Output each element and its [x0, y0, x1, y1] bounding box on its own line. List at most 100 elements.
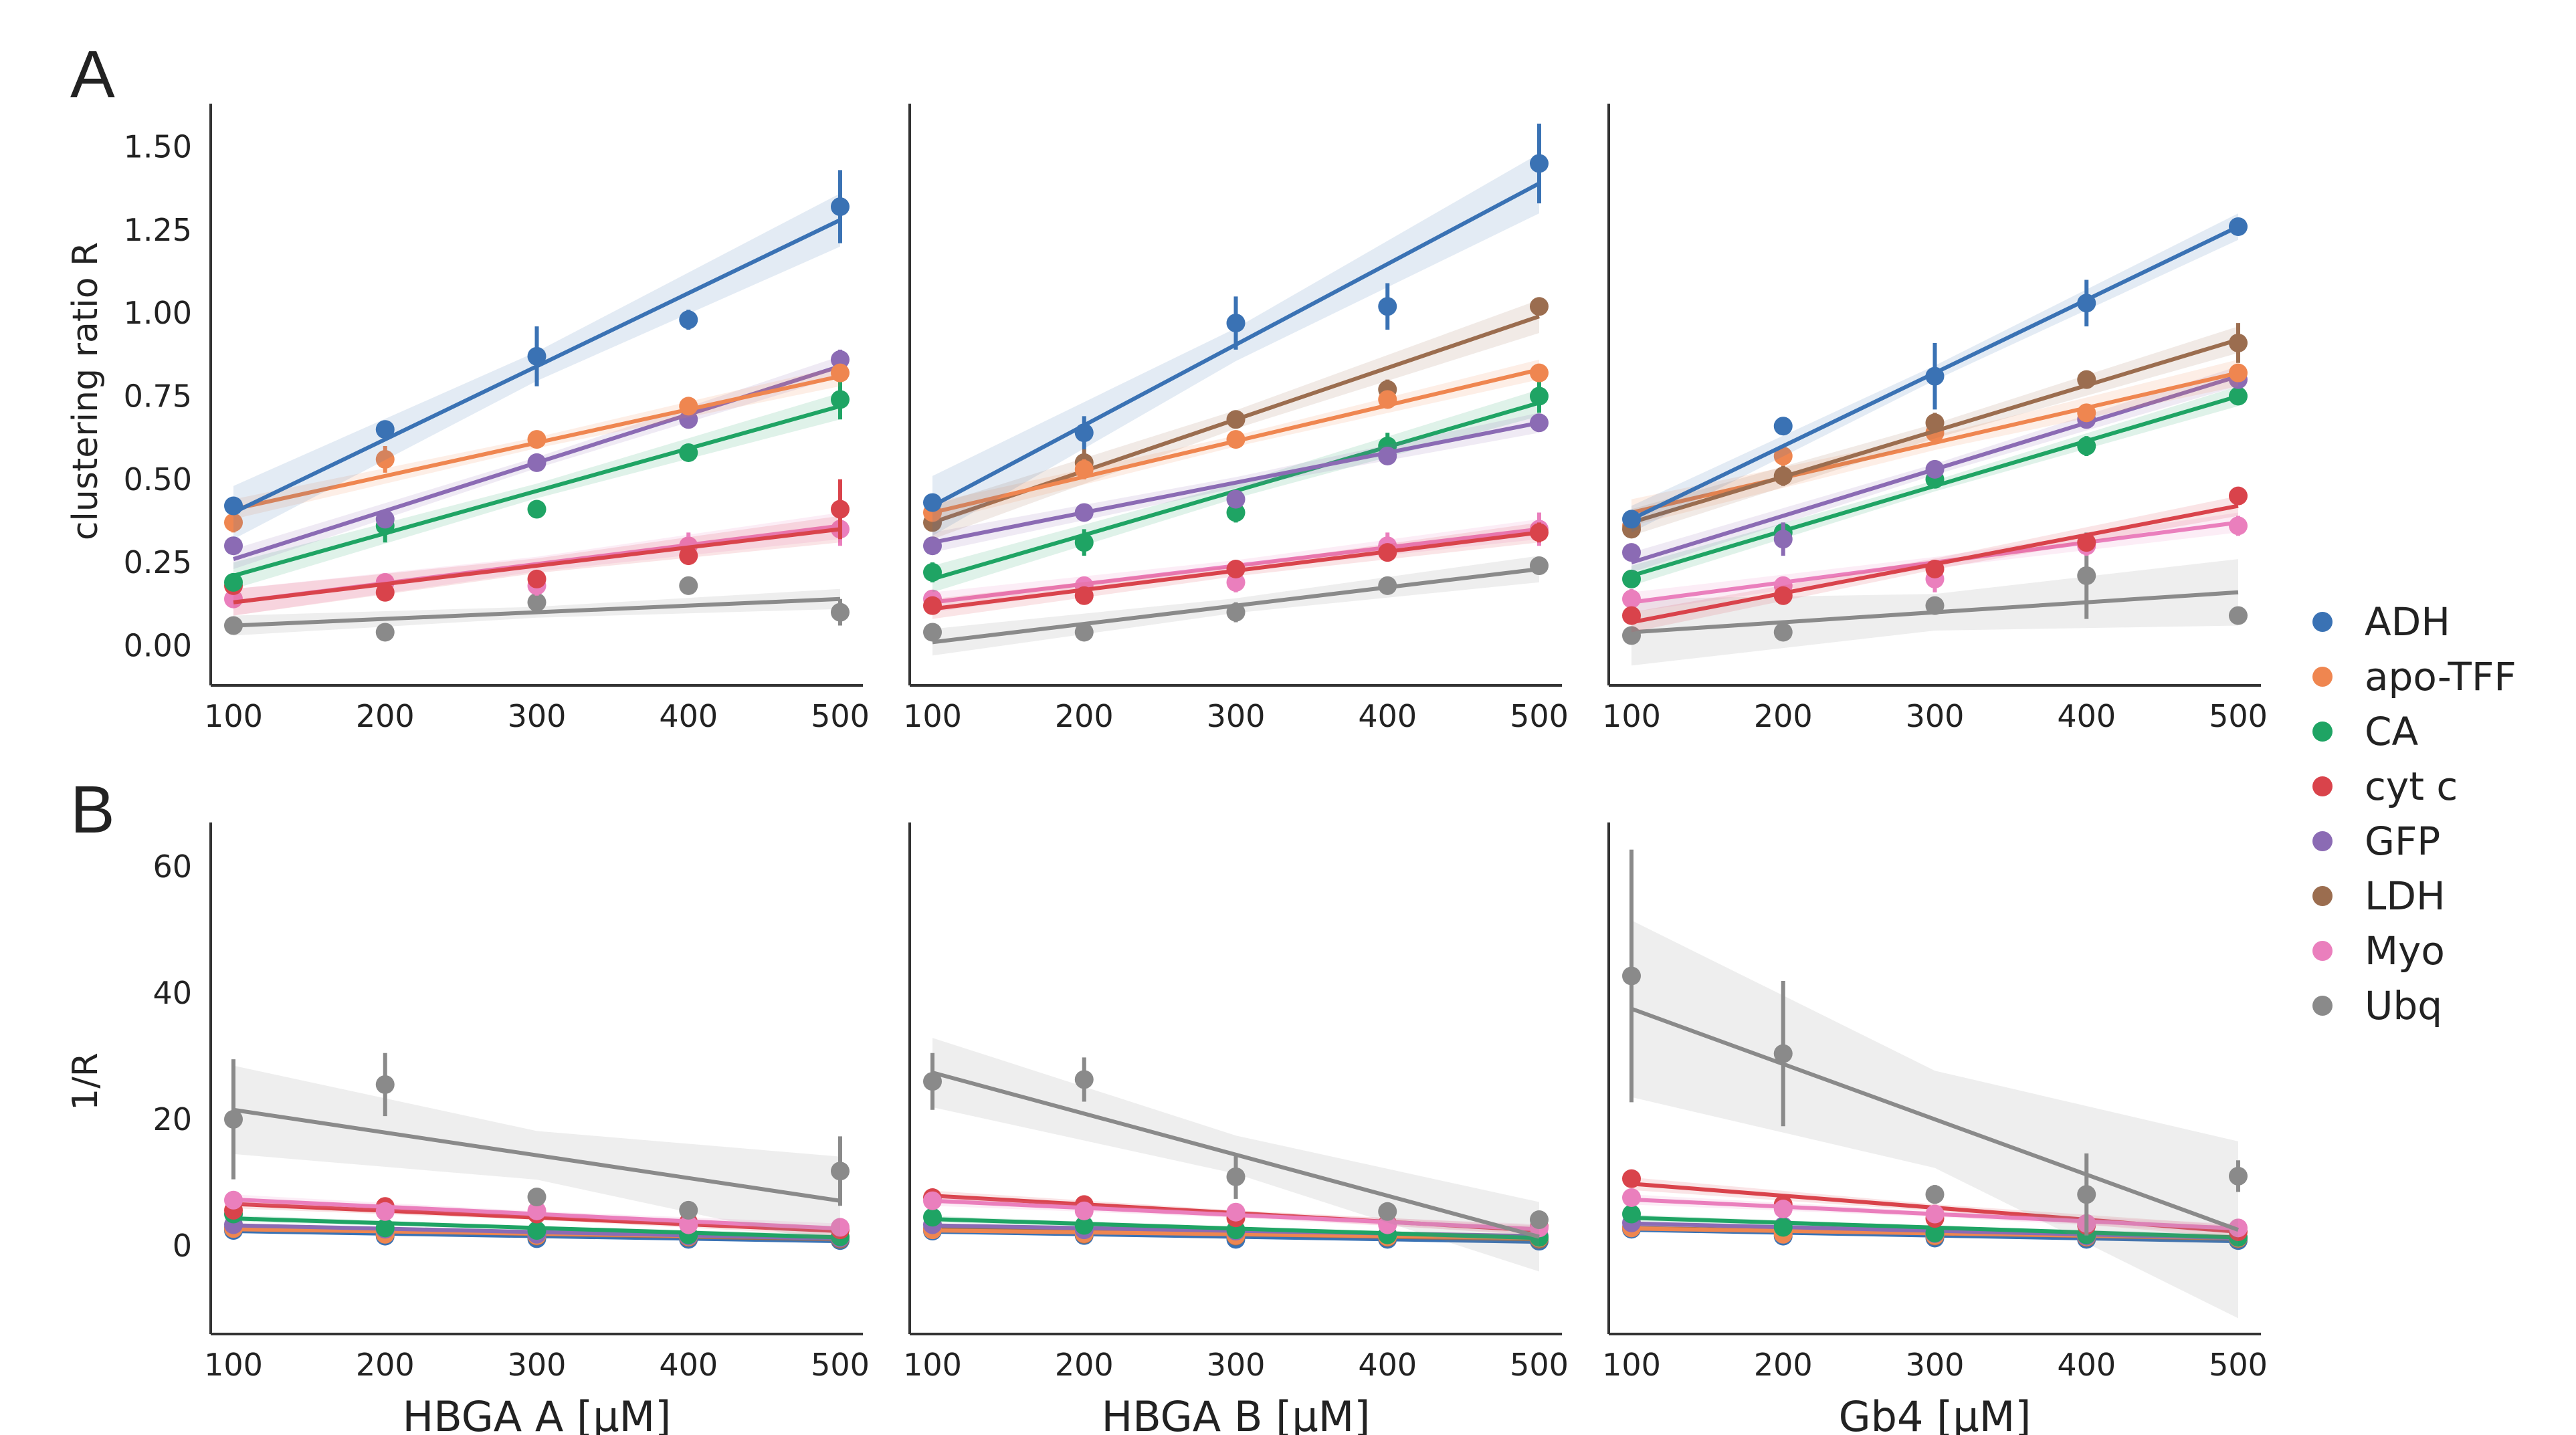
data-point: [1074, 533, 1094, 552]
data-point: [1925, 1185, 1945, 1204]
data-point: [2228, 486, 2248, 506]
data-point: [2077, 437, 2096, 456]
data-point: [1622, 626, 1642, 645]
regression-line: [233, 1107, 841, 1203]
x-tick-label: 500: [2209, 1347, 2268, 1383]
x-tick-label: 100: [903, 698, 962, 734]
series-ca: [224, 379, 850, 592]
data-point: [1925, 560, 1945, 578]
series-cyt-c: [224, 479, 850, 616]
y-tick-label: 0: [173, 1228, 192, 1264]
data-point: [2077, 294, 2096, 313]
x-tick-label: 100: [1602, 698, 1661, 734]
x-tick-label: 300: [1906, 1347, 1965, 1383]
data-point: [1529, 297, 1549, 316]
x-tick-label: 300: [1207, 1347, 1266, 1383]
data-point: [1226, 314, 1246, 333]
data-point: [830, 1162, 850, 1181]
x-tick-label: 200: [356, 698, 415, 734]
data-point: [1925, 1204, 1945, 1224]
data-point: [527, 453, 547, 472]
data-point: [923, 1208, 943, 1227]
series-gfp: [923, 413, 1549, 556]
data-point: [679, 397, 698, 416]
y-tick-label: 0.50: [124, 461, 192, 498]
data-point: [2077, 403, 2096, 423]
data-point: [1773, 1200, 1793, 1218]
x-axis-label: Gb4 [μM]: [1839, 1392, 2032, 1435]
panel-a1: 100 200 300 400 500 0.00 0.25 0.50 0.75 1.00 1.25 1…: [66, 104, 870, 734]
series-ldh: [1622, 323, 2248, 539]
data-point: [1622, 510, 1642, 529]
regression-line: [233, 596, 841, 628]
legend-marker: [2312, 776, 2333, 796]
data-point: [1925, 459, 1945, 479]
x-tick-label: 500: [811, 698, 870, 734]
data-point: [527, 592, 547, 612]
data-point: [527, 346, 547, 366]
data-point: [224, 513, 243, 532]
data-point: [224, 1109, 243, 1129]
data-point: [2077, 370, 2096, 389]
panel-letter-b: B: [70, 772, 115, 847]
data-point: [1378, 576, 1397, 595]
data-point: [1074, 623, 1094, 642]
data-point: [1226, 489, 1246, 509]
x-tick-label: 400: [1358, 1347, 1417, 1383]
x-tick-label: 100: [204, 1347, 263, 1383]
legend-label: Ubq: [2365, 983, 2442, 1028]
legend-label: LDH: [2365, 873, 2446, 919]
data-point: [830, 1218, 850, 1237]
legend: ADH apo-TFF CA cyt c GFP LDH Myo Ubq: [2312, 599, 2516, 1028]
data-point: [923, 1072, 943, 1091]
data-point: [830, 197, 850, 217]
data-point: [1529, 523, 1549, 542]
legend-label: ADH: [2365, 599, 2450, 645]
data-point: [923, 596, 943, 615]
y-tick-label: 40: [153, 975, 192, 1011]
data-point: [2228, 516, 2248, 536]
x-tick-label: 100: [903, 1347, 962, 1383]
series-ubq: [1622, 532, 2248, 666]
data-point: [923, 1191, 943, 1210]
legend-marker: [2312, 722, 2333, 742]
data-point: [1378, 446, 1397, 465]
data-point: [1226, 410, 1246, 429]
y-axis-label: 1/R: [66, 1053, 106, 1111]
panel-a3: 100 200 300 400 500: [1602, 104, 2268, 734]
data-point: [224, 572, 243, 592]
legend-marker: [2312, 996, 2333, 1016]
data-point: [1529, 413, 1549, 433]
x-tick-label: 300: [508, 698, 567, 734]
regression-line: [233, 404, 841, 578]
legend-label: Myo: [2365, 928, 2445, 974]
y-tick-label: 1.50: [124, 129, 192, 165]
data-point: [679, 1215, 698, 1234]
data-point: [679, 310, 698, 330]
x-tick-label: 300: [1906, 698, 1965, 734]
x-tick-label: 100: [1602, 1347, 1661, 1383]
data-point: [527, 569, 547, 588]
data-point: [923, 536, 943, 556]
legend-marker: [2312, 612, 2333, 632]
data-point: [1529, 387, 1549, 406]
x-tick-label: 400: [659, 698, 718, 734]
data-point: [2077, 1185, 2096, 1204]
data-point: [679, 410, 698, 429]
data-point: [1074, 586, 1094, 605]
x-tick-label: 200: [1754, 698, 1813, 734]
data-point: [923, 562, 943, 582]
y-tick-label: 0.00: [124, 627, 192, 663]
y-axis-label: clustering ratio R: [66, 242, 106, 540]
data-point: [1773, 1218, 1793, 1237]
x-tick-label: 300: [1207, 698, 1266, 734]
panel-b3: 100 200 300 400 500 Gb4 [μM]: [1602, 822, 2268, 1435]
series-apo-tff: [923, 359, 1549, 523]
data-point: [1773, 586, 1793, 605]
data-point: [2077, 533, 2096, 552]
data-point: [527, 500, 547, 519]
series-myo: [224, 1190, 850, 1237]
x-tick-label: 500: [1510, 698, 1569, 734]
data-point: [923, 623, 943, 642]
series-adh: [923, 123, 1549, 536]
